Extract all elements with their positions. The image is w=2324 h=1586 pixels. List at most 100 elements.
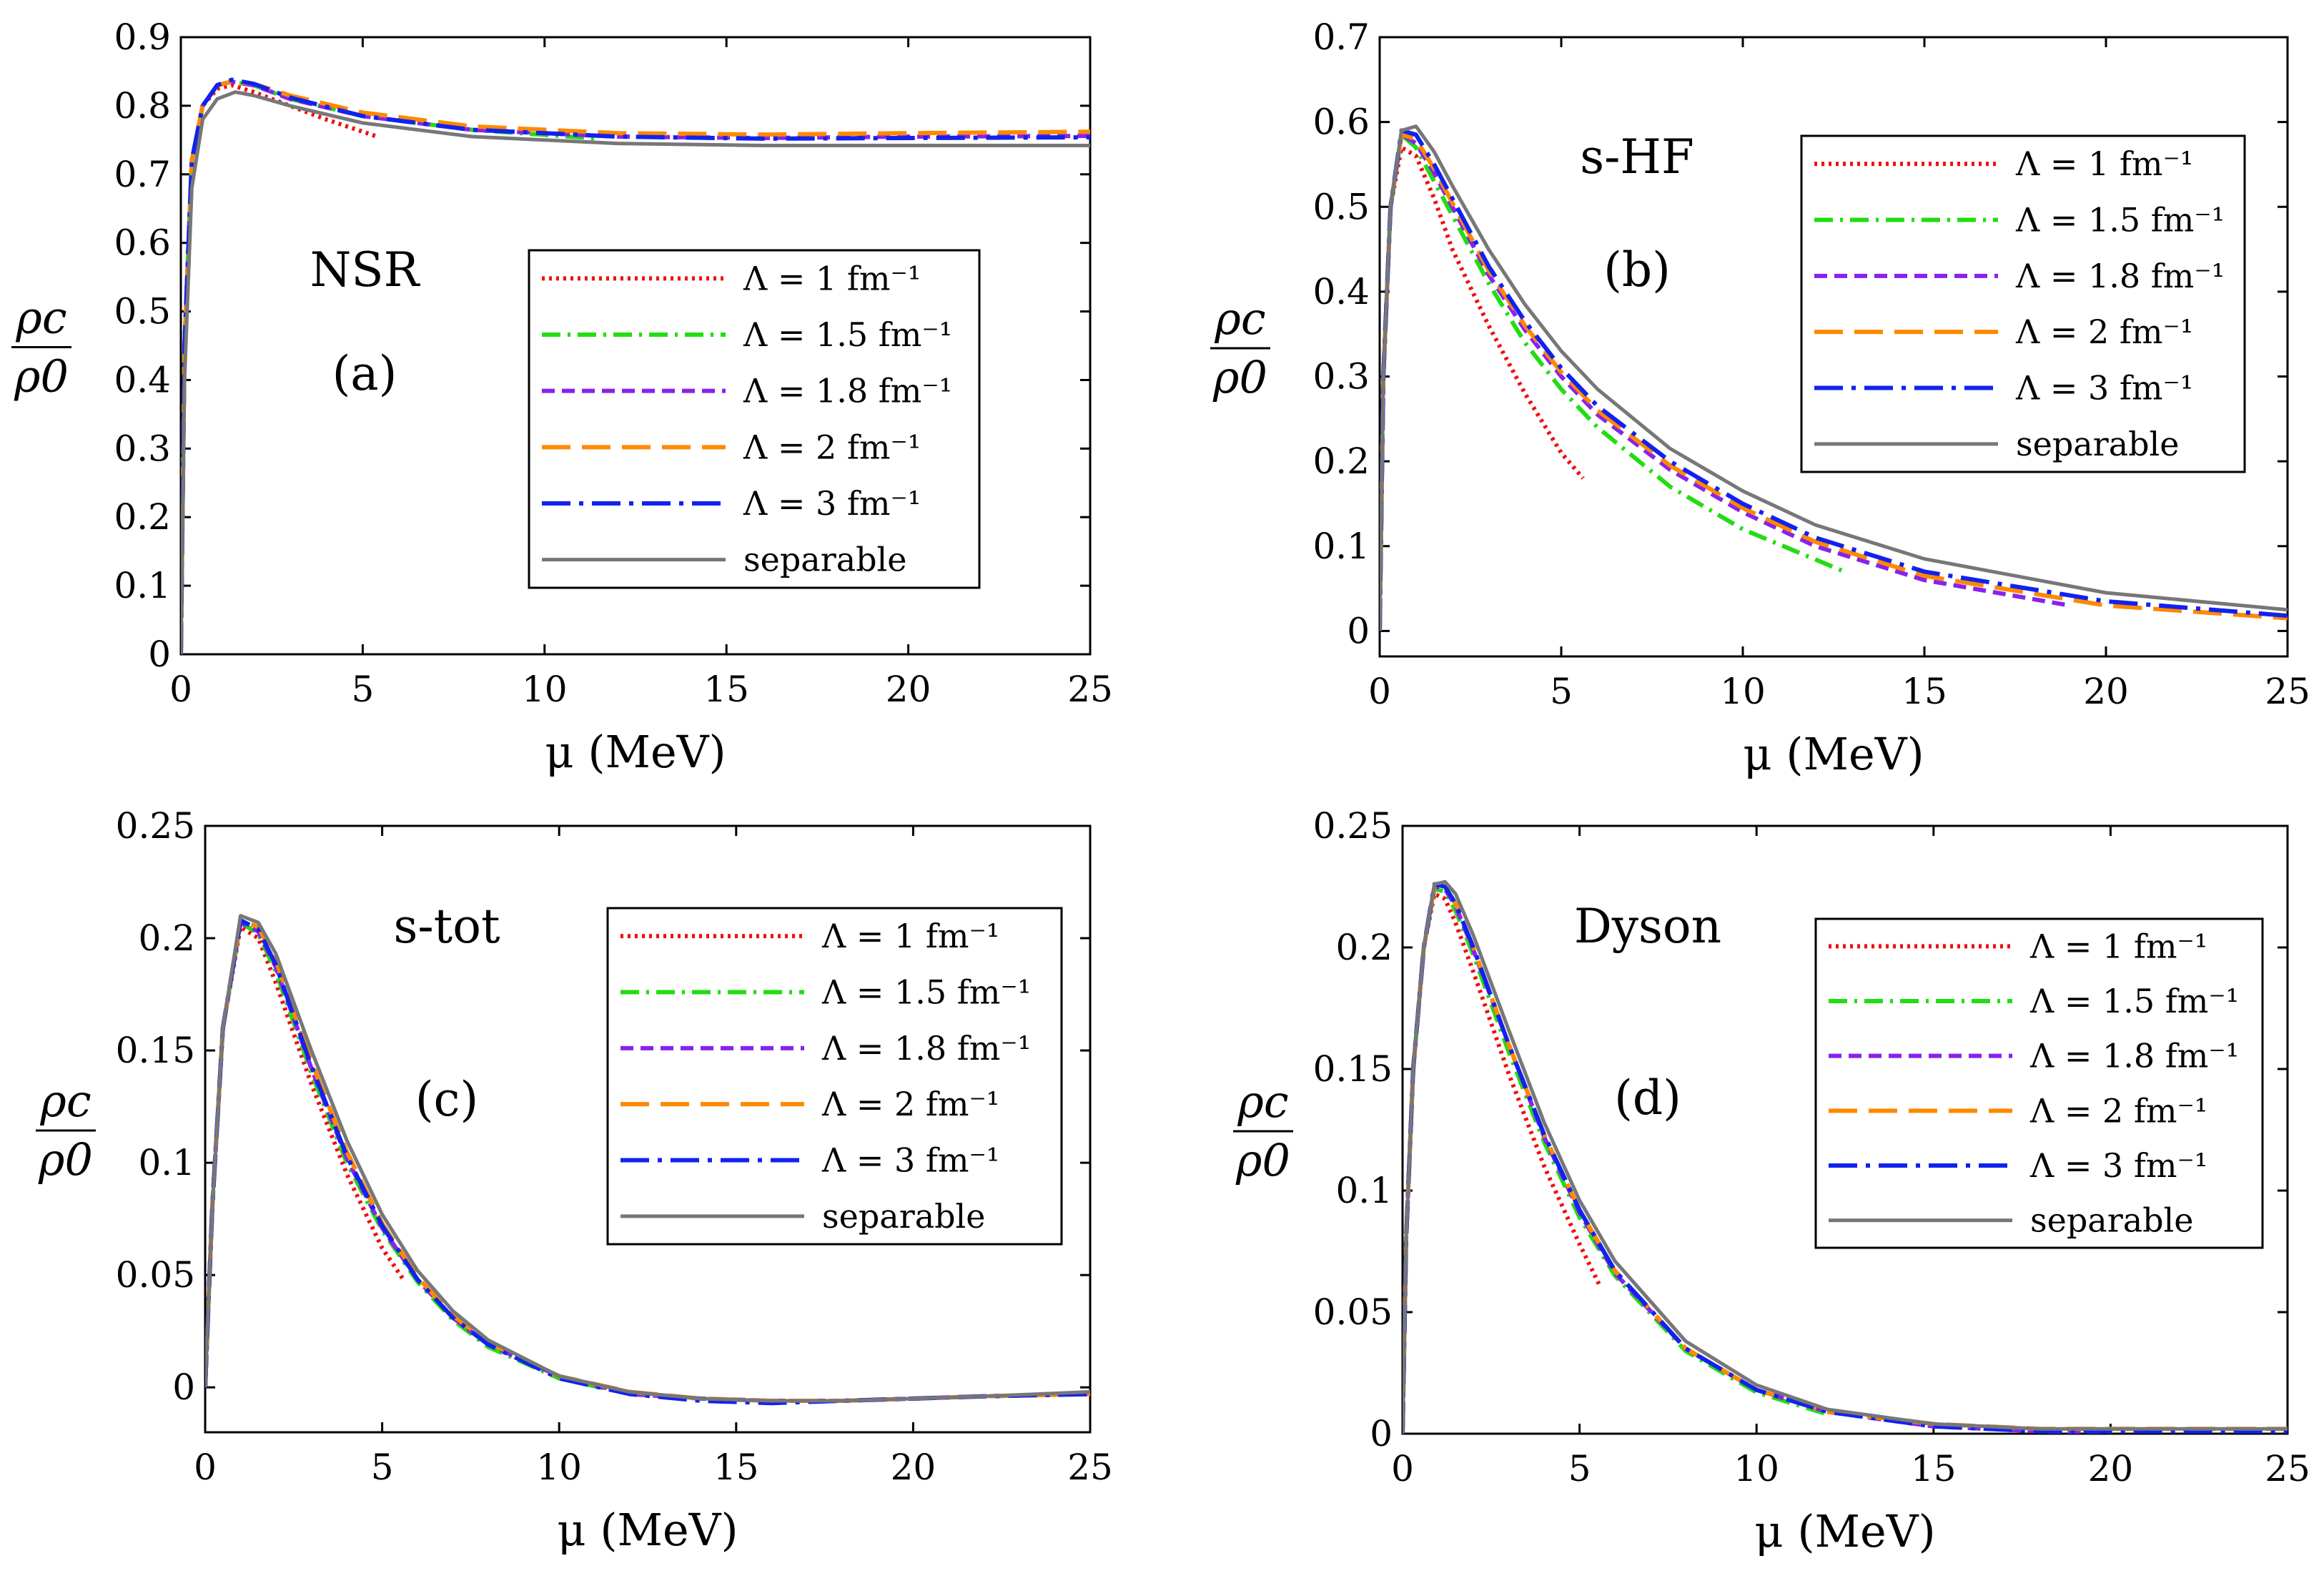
series-line — [1380, 132, 2288, 631]
chart-panel: 0 5 10 15 20 25 0 0.1 0.2 0.3 0.4 0.5 0.6 0.7 μ (MeV) ρ… — [1210, 16, 2310, 780]
panel-annotation: NSR — [310, 242, 421, 297]
x-tick-label: 5 — [351, 669, 374, 710]
x-tick-label: 20 — [891, 1447, 936, 1488]
y-tick-label: 0.2 — [138, 917, 195, 959]
legend-label: Λ = 1.8 fm⁻¹ — [2015, 257, 2225, 295]
x-tick-label: 0 — [1368, 671, 1391, 712]
plot-frame — [1378, 36, 2289, 658]
x-tick-label: 10 — [522, 669, 568, 710]
y-tick-label: 0 — [1347, 610, 1370, 651]
x-tick-label: 15 — [1902, 671, 1947, 712]
y-tick-label: 0.3 — [1312, 356, 1370, 398]
legend-label: Λ = 2 fm⁻¹ — [821, 1085, 999, 1123]
series-group — [181, 77, 1090, 654]
legend-label: Λ = 2 fm⁻¹ — [2015, 312, 2193, 351]
legend-box — [528, 249, 981, 589]
y-tick-label: 0.1 — [138, 1142, 195, 1183]
y-tick-label: 0.2 — [1312, 440, 1370, 482]
x-tick-label: 5 — [1550, 671, 1573, 712]
y-tick-label: 0.15 — [1313, 1048, 1393, 1090]
y-tick-label: 0.1 — [1335, 1170, 1393, 1211]
y-axis-title-denominator: ρ0 — [38, 1133, 93, 1186]
x-axis-title: μ (MeV) — [1754, 1505, 1935, 1557]
x-tick-label: 10 — [536, 1447, 582, 1488]
legend-label: Λ = 2 fm⁻¹ — [743, 428, 921, 466]
x-tick-label: 20 — [2083, 671, 2129, 712]
legend-label: separable — [743, 541, 907, 579]
legend-label: Λ = 3 fm⁻¹ — [743, 484, 921, 523]
panel-label: (b) — [1603, 242, 1671, 297]
y-tick-label: 0.05 — [116, 1254, 195, 1296]
x-tick-label: 0 — [194, 1447, 217, 1488]
y-tick-label: 0.5 — [1312, 186, 1370, 227]
legend-label: Λ = 1.8 fm⁻¹ — [743, 372, 952, 410]
x-tick-label: 5 — [371, 1447, 394, 1488]
x-tick-label: 15 — [713, 1447, 759, 1488]
series-line — [1403, 892, 1603, 1434]
y-tick-label: 0.05 — [1313, 1291, 1393, 1333]
legend-box — [606, 907, 1063, 1246]
y-tick-label: 0 — [172, 1366, 195, 1408]
x-tick-label: 0 — [1391, 1448, 1414, 1489]
legend-label: Λ = 1 fm⁻¹ — [821, 917, 999, 955]
legend-label: Λ = 1.5 fm⁻¹ — [743, 315, 952, 354]
y-tick-label: 0 — [1370, 1413, 1393, 1454]
y-tick-label: 0 — [148, 634, 171, 675]
y-tick-label: 0.1 — [114, 565, 171, 606]
x-tick-label: 20 — [2088, 1448, 2134, 1489]
y-tick-label: 0.7 — [1312, 16, 1370, 58]
legend-label: Λ = 2 fm⁻¹ — [2029, 1091, 2207, 1130]
chart-panel: 0 5 10 15 20 25 0 0.05 0.1 0.15 0.2 0.25 μ (MeV) ρc ρ0… — [1233, 805, 2310, 1557]
series-line — [1380, 145, 1585, 631]
legend-box — [1800, 134, 2246, 473]
y-tick-label: 0.1 — [1312, 526, 1370, 567]
legend-label: separable — [2030, 1201, 2194, 1240]
plot-frame — [179, 36, 1092, 656]
x-tick-label: 15 — [703, 669, 749, 710]
legend-label: Λ = 1.5 fm⁻¹ — [821, 973, 1031, 1012]
y-tick-label: 0.6 — [114, 222, 171, 264]
x-tick-label: 25 — [2265, 1448, 2310, 1489]
legend-label: Λ = 1.5 fm⁻¹ — [2015, 201, 2225, 240]
y-tick-label: 0.25 — [1313, 805, 1393, 847]
series-line — [205, 925, 405, 1388]
y-tick-label: 0.8 — [114, 85, 171, 127]
y-tick-label: 0.4 — [1312, 271, 1370, 312]
chart-panel: 0 5 10 15 20 25 0 0.05 0.1 0.15 0.2 0.25 μ (MeV) ρc ρ0… — [36, 805, 1113, 1556]
y-tick-label: 0.9 — [114, 16, 171, 58]
x-axis-title: μ (MeV) — [1743, 728, 1924, 780]
series-line — [1403, 880, 2288, 1434]
panel-annotation: s-tot — [394, 899, 500, 954]
series-group — [205, 914, 1090, 1406]
series-line — [1380, 132, 1846, 631]
y-tick-label: 0.25 — [116, 805, 195, 847]
y-tick-label: 0.3 — [114, 428, 171, 469]
y-tick-label: 0.7 — [114, 154, 171, 195]
y-axis-title-denominator: ρ0 — [1235, 1134, 1290, 1186]
y-tick-label: 0.2 — [1335, 927, 1393, 968]
plot-frame — [1401, 824, 2289, 1435]
legend-label: Λ = 1 fm⁻¹ — [2029, 927, 2207, 965]
legend-label: Λ = 1.5 fm⁻¹ — [2029, 982, 2239, 1020]
legend-label: Λ = 3 fm⁻¹ — [2015, 369, 2193, 408]
y-tick-label: 0.2 — [114, 496, 171, 538]
series-line — [205, 914, 1090, 1403]
legend-label: Λ = 1.8 fm⁻¹ — [821, 1029, 1031, 1068]
y-axis-title-denominator: ρ0 — [14, 350, 69, 403]
panel-label: (d) — [1614, 1070, 1681, 1126]
y-axis-title-numerator: ρc — [39, 1075, 91, 1127]
y-axis-title-numerator: ρc — [1214, 292, 1265, 345]
plot-frame — [204, 824, 1092, 1434]
series-line — [1403, 887, 1829, 1434]
legend-label: Λ = 3 fm⁻¹ — [821, 1141, 999, 1180]
panel-label: (c) — [415, 1072, 478, 1127]
x-tick-label: 20 — [886, 669, 931, 710]
series-group — [1403, 880, 2288, 1434]
legend-label: Λ = 1.8 fm⁻¹ — [2029, 1037, 2239, 1075]
y-tick-label: 0.4 — [114, 359, 171, 400]
legend-box — [1814, 917, 2264, 1249]
series-line — [181, 77, 1090, 654]
y-tick-label: 0.6 — [1312, 102, 1370, 143]
x-tick-label: 0 — [169, 669, 192, 710]
